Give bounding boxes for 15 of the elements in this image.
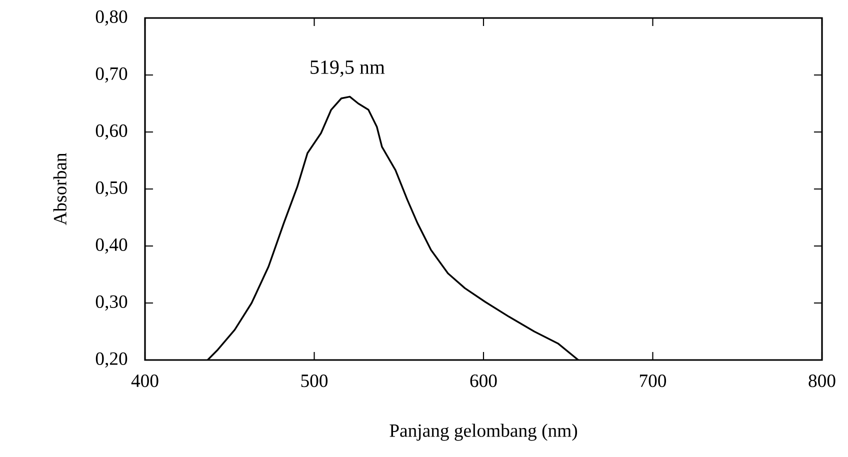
y-tick-label: 0,80	[96, 10, 128, 26]
y-tick-label: 0,40	[96, 238, 128, 254]
y-tick-label: 0,50	[96, 181, 128, 197]
y-tick-label: 0,60	[96, 124, 128, 140]
y-tick-label: 0,30	[96, 295, 128, 311]
x-tick-label: 800	[808, 374, 836, 388]
y-tick-label: 0,70	[96, 67, 128, 83]
annotation: 519,5 nm	[310, 60, 385, 77]
y-tick-label: 0,20	[96, 352, 128, 368]
x-tick-label: 700	[640, 374, 666, 388]
x-tick-label: 400	[131, 374, 158, 388]
y-axis-title: Absorban	[53, 152, 66, 226]
x-tick-label: 500	[301, 374, 328, 388]
x-tick-label: 600	[470, 374, 497, 388]
x-axis-title: Panjang gelombang (nm)	[390, 424, 578, 441]
